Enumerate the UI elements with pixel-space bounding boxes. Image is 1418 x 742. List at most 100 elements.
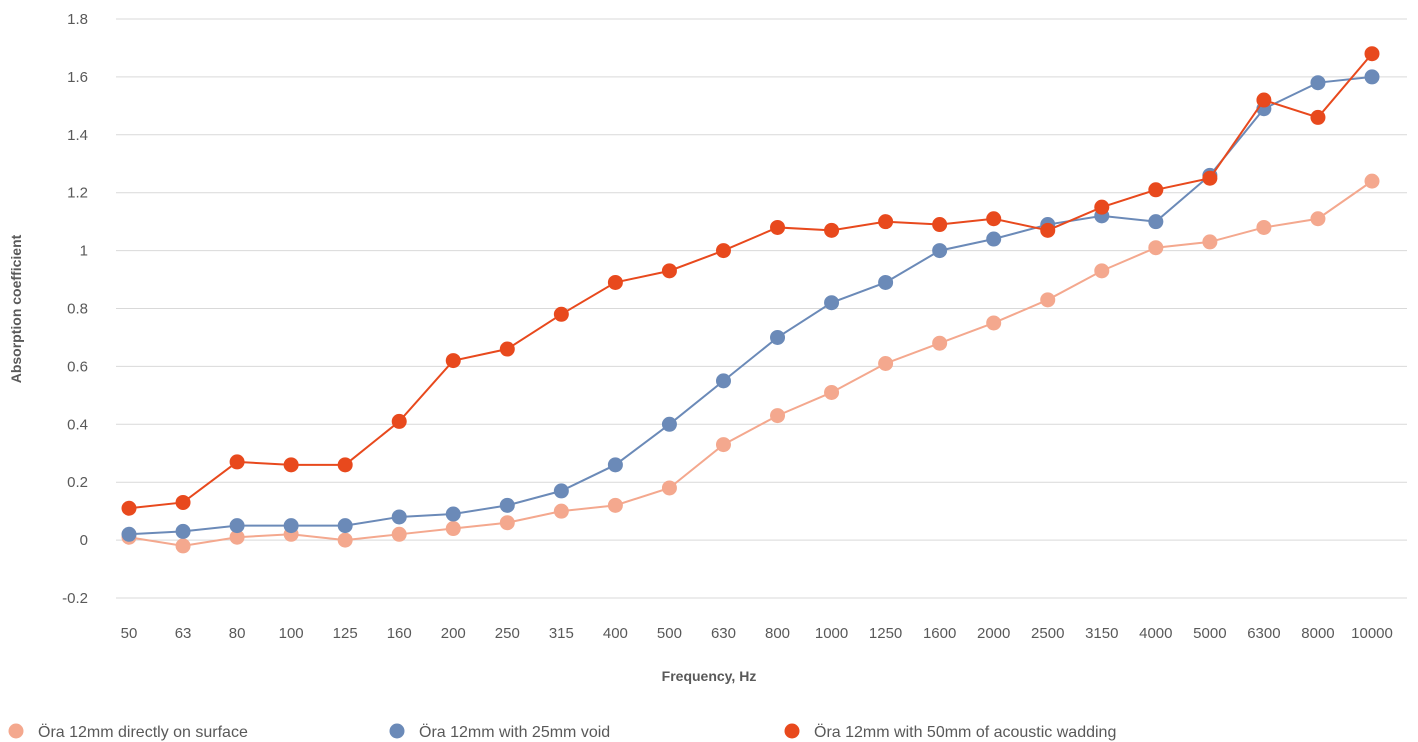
x-tick-label: 125 xyxy=(333,625,358,642)
data-point xyxy=(175,494,191,510)
y-tick-label: 0 xyxy=(80,532,88,549)
data-point xyxy=(607,274,623,290)
data-point xyxy=(1148,214,1164,230)
x-tick-label: 250 xyxy=(495,625,520,642)
data-point xyxy=(878,214,894,230)
data-point xyxy=(661,480,677,496)
series-3 xyxy=(121,46,1380,516)
data-point xyxy=(175,523,191,539)
x-axis-title: Frequency, Hz xyxy=(662,668,757,684)
legend-item: Öra 12mm directly on surface xyxy=(8,723,248,741)
data-point xyxy=(391,526,407,542)
data-point xyxy=(607,457,623,473)
y-tick-label: -0.2 xyxy=(62,590,88,607)
x-tick-label: 1600 xyxy=(923,625,956,642)
data-point xyxy=(1040,292,1056,308)
data-point xyxy=(986,211,1002,227)
x-tick-label: 1000 xyxy=(815,625,848,642)
data-point xyxy=(1364,173,1380,189)
data-point xyxy=(770,329,786,345)
data-point xyxy=(445,353,461,369)
x-tick-label: 2000 xyxy=(977,625,1010,642)
x-tick-label: 80 xyxy=(229,625,246,642)
data-point xyxy=(1310,109,1326,125)
series-line xyxy=(128,53,1373,510)
legend-label: Öra 12mm with 50mm of acoustic wadding xyxy=(814,723,1116,741)
data-point xyxy=(661,416,677,432)
data-point xyxy=(391,509,407,525)
data-point xyxy=(121,526,137,542)
data-point xyxy=(553,483,569,499)
series-line xyxy=(128,75,1373,536)
legend-label: Öra 12mm directly on surface xyxy=(38,723,248,741)
x-tick-label: 200 xyxy=(441,625,466,642)
data-point xyxy=(445,521,461,537)
data-point xyxy=(824,295,840,311)
data-point xyxy=(1364,69,1380,85)
x-tick-label: 4000 xyxy=(1139,625,1172,642)
data-point xyxy=(986,315,1002,331)
data-point xyxy=(932,217,948,233)
data-point xyxy=(715,243,731,259)
y-tick-label: 1 xyxy=(80,243,88,260)
data-point xyxy=(1094,199,1110,215)
legend-marker xyxy=(8,723,24,739)
gridlines xyxy=(116,18,1407,599)
data-point xyxy=(229,454,245,470)
y-tick-label: 1.2 xyxy=(67,185,88,202)
y-tick-label: 1.8 xyxy=(67,11,88,28)
data-point xyxy=(1148,182,1164,198)
y-tick-label: 0.4 xyxy=(67,416,88,433)
data-point xyxy=(1202,170,1218,186)
x-tick-label: 6300 xyxy=(1247,625,1280,642)
data-point xyxy=(1256,219,1272,235)
data-point xyxy=(337,532,353,548)
legend-label: Öra 12mm with 25mm void xyxy=(419,723,610,741)
data-point xyxy=(1310,75,1326,91)
data-point xyxy=(878,356,894,372)
x-tick-label: 63 xyxy=(175,625,192,642)
data-point xyxy=(932,335,948,351)
data-point xyxy=(337,457,353,473)
x-tick-labels: 50 63 80 100 125 160 200 250 315 400 500 630 800 1000… xyxy=(121,625,1393,642)
data-point xyxy=(1094,263,1110,279)
data-point xyxy=(1256,92,1272,108)
x-tick-label: 400 xyxy=(603,625,628,642)
data-point xyxy=(229,518,245,534)
x-tick-label: 315 xyxy=(549,625,574,642)
data-point xyxy=(229,529,245,545)
y-tick-label: 1.4 xyxy=(67,127,88,144)
data-point xyxy=(770,219,786,235)
y-tick-label: 1.6 xyxy=(67,69,88,86)
data-point xyxy=(1310,211,1326,227)
data-point xyxy=(607,497,623,513)
legend-item: Öra 12mm with 50mm of acoustic wadding xyxy=(784,723,1116,741)
data-point xyxy=(499,497,515,513)
legend-marker xyxy=(389,723,405,739)
data-point xyxy=(121,500,137,516)
data-point xyxy=(986,231,1002,247)
x-tick-label: 100 xyxy=(279,625,304,642)
data-point xyxy=(283,518,299,534)
legend-marker xyxy=(784,723,800,739)
y-tick-label: 0.6 xyxy=(67,358,88,375)
x-tick-label: 5000 xyxy=(1193,625,1226,642)
legend: Öra 12mm directly on surface Öra 12mm wit… xyxy=(8,723,1116,741)
data-point xyxy=(1040,222,1056,238)
data-point xyxy=(553,306,569,322)
x-tick-label: 3150 xyxy=(1085,625,1118,642)
data-point xyxy=(337,518,353,534)
data-point xyxy=(175,538,191,554)
x-tick-label: 1250 xyxy=(869,625,902,642)
x-tick-label: 160 xyxy=(387,625,412,642)
data-point xyxy=(824,222,840,238)
x-tick-label: 2500 xyxy=(1031,625,1064,642)
data-point xyxy=(391,413,407,429)
data-point xyxy=(553,503,569,519)
series-line xyxy=(128,180,1373,547)
y-axis-title: Absorption coefficient xyxy=(8,234,24,383)
data-point xyxy=(661,263,677,279)
data-point xyxy=(1202,234,1218,250)
y-tick-labels: -0.2 0 0.2 0.4 0.6 0.8 1 1.2 1.4 1.6 1.8 xyxy=(62,11,88,607)
